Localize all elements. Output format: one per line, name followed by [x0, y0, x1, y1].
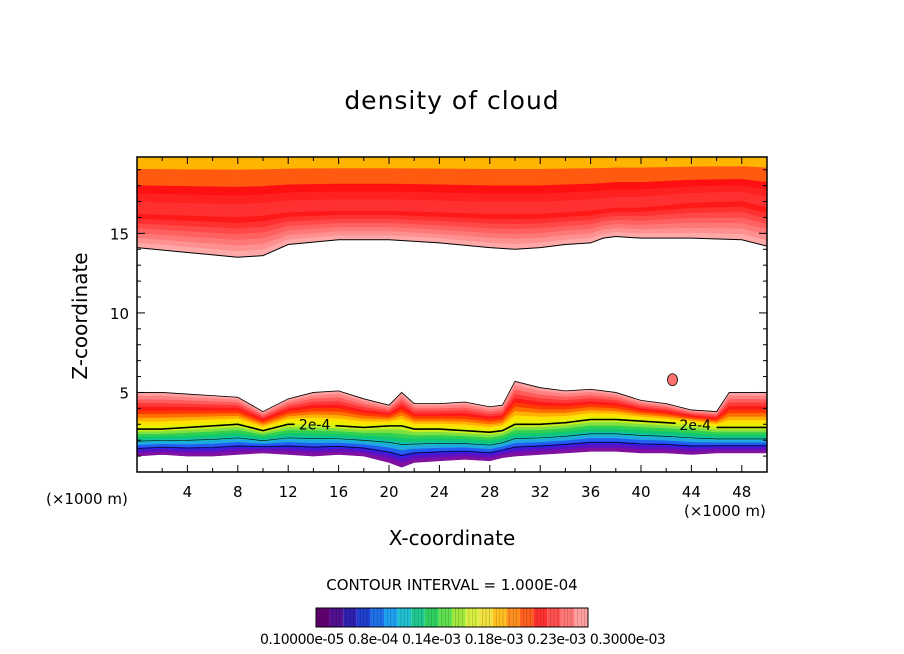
isolated-cloud [667, 373, 678, 387]
x-tick-label: 8 [233, 483, 243, 501]
x-tick-label: 4 [183, 483, 193, 501]
contour-label: 2e-4 [679, 418, 711, 434]
lower-band-contour [137, 433, 767, 446]
x-tick-label: 36 [581, 483, 600, 501]
x-unit-right: (×1000 m) [684, 502, 766, 520]
x-tick-label: 20 [379, 483, 398, 501]
chart-title: density of cloud [344, 86, 560, 115]
x-unit-left: (×1000 m) [46, 490, 128, 508]
lower-band-layer [137, 447, 767, 468]
x-tick-label: 32 [531, 483, 550, 501]
plot-frame [136, 156, 768, 473]
x-tick-label: 40 [631, 483, 650, 501]
x-tick-label: 28 [480, 483, 499, 501]
x-tick-label: 16 [329, 483, 348, 501]
lower-band-contour [137, 442, 767, 456]
contour-2e-4 [137, 423, 295, 432]
y-axis-label: Z-coordinate [68, 252, 92, 380]
x-tick-label: 12 [279, 483, 298, 501]
contour-2e-4 [335, 418, 676, 434]
colorbar-frame [315, 607, 589, 628]
lower-band-top-contour [137, 380, 767, 412]
x-tick-label: 24 [430, 483, 449, 501]
y-tick-label: 5 [119, 384, 129, 402]
contour-interval-text: CONTOUR INTERVAL = 1.000E-04 [326, 576, 578, 594]
x-tick-label: 44 [682, 483, 701, 501]
y-tick-label: 15 [110, 225, 129, 243]
contour-label: 2e-4 [299, 417, 331, 433]
colorbar-tick-labels: 0.10000e-05 0.8e-04 0.14e-03 0.18e-03 0.… [260, 632, 666, 648]
x-axis-label: X-coordinate [388, 526, 516, 550]
y-tick-label: 10 [110, 305, 129, 323]
x-tick-label: 48 [732, 483, 751, 501]
upper-band-contour [137, 236, 767, 258]
